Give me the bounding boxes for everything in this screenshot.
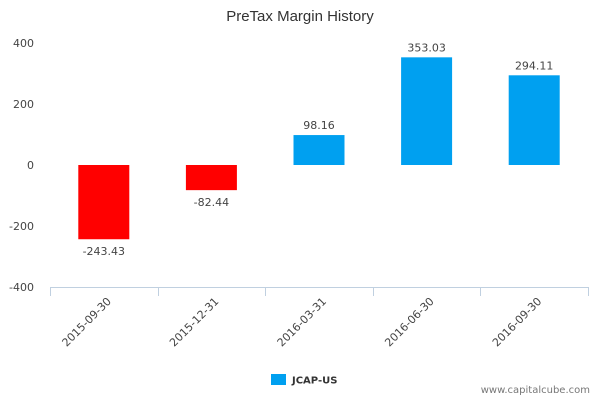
bars-group (78, 57, 560, 240)
bar-2016-06-30[interactable] (401, 57, 453, 165)
y-axis-tick-labels: 400 200 0 -200 -400 (9, 37, 34, 294)
y-tick-label: 400 (13, 37, 34, 50)
x-tick-label: 2016-09-30 (490, 295, 544, 349)
y-tick-label: -200 (9, 220, 34, 233)
legend-label[interactable]: JCAP-US (291, 376, 337, 387)
y-tick-label: -400 (9, 281, 34, 294)
legend[interactable]: JCAP-US (271, 374, 337, 387)
x-tick-label: 2015-12-31 (167, 295, 221, 349)
x-tick-label: 2015-09-30 (60, 295, 114, 349)
y-tick-label: 0 (27, 159, 34, 172)
x-tick-label: 2016-06-30 (382, 295, 436, 349)
x-axis-tick-labels: 2015-09-30 2015-12-31 2016-03-31 2016-06-30… (60, 295, 545, 349)
data-label-2016-03-31: 98.16 (303, 119, 335, 132)
data-label-2015-09-30: -243.43 (83, 245, 125, 258)
bar-2016-03-31[interactable] (293, 135, 345, 165)
x-axis-ticks (50, 287, 589, 296)
data-label-2015-12-31: -82.44 (194, 196, 229, 209)
chart-title: PreTax Margin History (226, 8, 374, 25)
bar-2015-09-30[interactable] (78, 165, 130, 240)
bar-2015-12-31[interactable] (185, 165, 237, 191)
y-tick-label: 200 (13, 98, 34, 111)
x-tick-label: 2016-03-31 (275, 295, 329, 349)
bar-2016-09-30[interactable] (508, 75, 560, 165)
legend-swatch[interactable] (271, 374, 286, 385)
data-label-2016-06-30: 353.03 (407, 41, 446, 54)
data-labels-group: -243.43 -82.44 98.16 353.03 294.11 (83, 41, 554, 258)
watermark: www.capitalcube.com (481, 385, 590, 396)
data-label-2016-09-30: 294.11 (515, 59, 554, 72)
